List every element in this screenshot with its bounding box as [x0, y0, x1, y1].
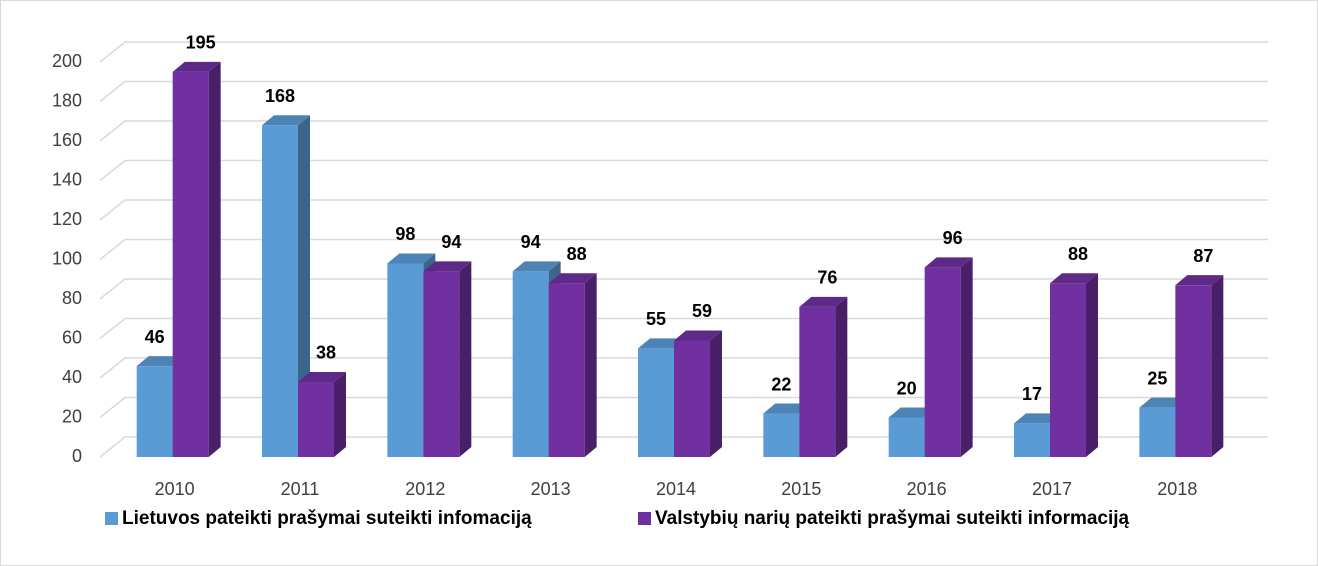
- grid-line: [99, 317, 1268, 340]
- bar: [674, 340, 710, 457]
- legend-swatch: [105, 512, 118, 525]
- grid-line: [99, 159, 1268, 182]
- y-tick-label: 40: [62, 367, 82, 387]
- grid-line: [99, 436, 1268, 458]
- bar-top: [423, 261, 472, 272]
- x-tick-label: 2018: [1157, 479, 1197, 499]
- bar: [799, 306, 836, 457]
- data-label: 98: [395, 224, 415, 244]
- data-label: 195: [186, 33, 216, 53]
- bar-side: [459, 261, 472, 457]
- bar-side: [334, 371, 346, 457]
- bar-top: [172, 61, 221, 72]
- bar-side: [208, 61, 221, 457]
- y-tick-label: 100: [52, 248, 82, 268]
- data-label: 59: [692, 301, 712, 321]
- bar-top: [548, 273, 597, 284]
- bar: [1050, 283, 1086, 457]
- y-tick-label: 80: [62, 288, 82, 308]
- grid-line: [99, 396, 1268, 419]
- y-tick-label: 20: [62, 406, 82, 426]
- bar-top: [674, 330, 722, 341]
- bar-side: [960, 257, 973, 457]
- grid-line: [99, 80, 1268, 103]
- data-label: 17: [1022, 384, 1042, 404]
- bar: [888, 417, 925, 457]
- y-tick-label: 120: [52, 209, 82, 229]
- bar: [172, 71, 209, 457]
- data-label: 94: [521, 232, 541, 252]
- data-label: 96: [943, 228, 963, 248]
- x-tick-label: 2014: [656, 479, 696, 499]
- bar: [262, 125, 298, 457]
- y-tick-label: 60: [62, 327, 82, 347]
- data-label: 87: [1193, 246, 1213, 266]
- grid-line: [99, 199, 1268, 221]
- bar: [512, 271, 549, 457]
- data-label: 25: [1147, 368, 1167, 388]
- data-label: 20: [897, 378, 917, 398]
- bar-side: [584, 273, 597, 457]
- y-tick-label: 200: [52, 51, 82, 71]
- bar-top: [799, 296, 848, 307]
- bar: [1175, 285, 1212, 457]
- grid-line: [99, 41, 1268, 63]
- legend-label: Lietuvos pateikti prašymai suteikti info…: [122, 508, 532, 529]
- data-label: 76: [817, 268, 837, 288]
- data-label: 168: [265, 86, 295, 106]
- bar-top: [298, 371, 346, 382]
- y-tick-label: 140: [52, 169, 82, 189]
- bar-top: [1050, 273, 1098, 284]
- bar: [136, 366, 173, 457]
- grid-line: [99, 120, 1268, 142]
- legend-label: Valstybių narių pateikti prašymai suteik…: [655, 508, 1130, 529]
- y-tick-label: 0: [72, 446, 82, 466]
- bar-top: [1175, 275, 1224, 286]
- bar-side: [835, 296, 848, 457]
- bar-top: [262, 115, 310, 126]
- grid-line: [99, 278, 1268, 300]
- bar: [387, 263, 424, 457]
- bar: [763, 413, 800, 457]
- bar-top: [924, 257, 973, 268]
- data-label: 46: [145, 327, 165, 347]
- bar: [1014, 423, 1050, 457]
- bar: [548, 283, 585, 457]
- x-tick-label: 2013: [531, 479, 571, 499]
- bar-side: [710, 330, 722, 457]
- data-label: 22: [771, 374, 791, 394]
- x-tick-label: 2017: [1032, 479, 1072, 499]
- bar-top: [387, 253, 436, 264]
- grid-line: [99, 238, 1268, 261]
- bar: [638, 348, 674, 457]
- data-label: 94: [441, 232, 461, 252]
- y-tick-label: 160: [52, 130, 82, 150]
- x-tick-label: 2011: [281, 479, 320, 499]
- bar-side: [1211, 275, 1224, 457]
- bar-side: [1086, 273, 1098, 457]
- legend-swatch: [638, 512, 651, 525]
- x-tick-label: 2016: [907, 479, 947, 499]
- bar-top: [512, 261, 561, 272]
- data-label: 88: [567, 244, 587, 264]
- data-label: 88: [1068, 244, 1088, 264]
- x-tick-label: 2015: [781, 479, 821, 499]
- grid-line: [99, 357, 1268, 379]
- data-label: 38: [316, 343, 336, 363]
- bar: [1139, 407, 1176, 457]
- bar: [423, 271, 460, 457]
- y-tick-label: 180: [52, 90, 82, 110]
- x-tick-label: 2010: [155, 479, 195, 499]
- x-tick-label: 2012: [405, 479, 445, 499]
- bar-side: [298, 115, 310, 457]
- data-label: 55: [646, 309, 666, 329]
- bar: [298, 381, 334, 457]
- bar: [924, 267, 961, 457]
